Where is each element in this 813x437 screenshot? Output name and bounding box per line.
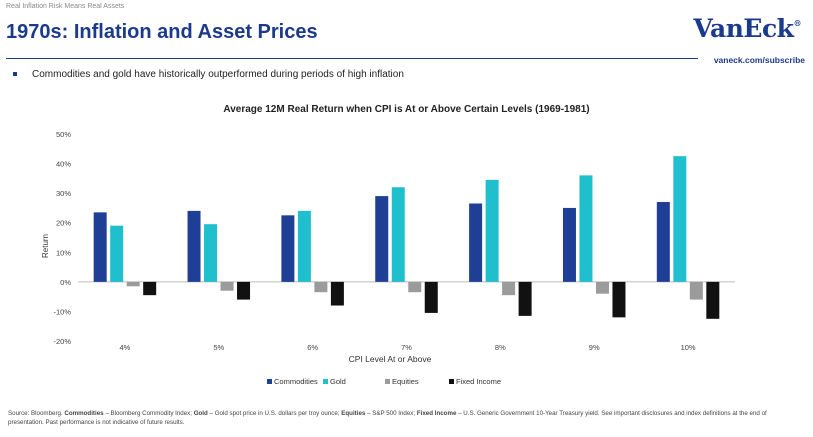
x-tick-label: 8%	[495, 343, 506, 352]
legend-swatch	[267, 379, 272, 384]
bar-gold	[297, 210, 311, 282]
bar-equities	[502, 281, 516, 296]
x-tick-label: 9%	[589, 343, 600, 352]
bullet-text: Commodities and gold have historically o…	[32, 69, 404, 80]
bar-gold	[579, 175, 593, 282]
bullet-icon	[13, 72, 17, 76]
bar-gold	[110, 225, 124, 282]
bar-fixed-income	[518, 281, 532, 316]
bar-commodities	[562, 207, 576, 282]
source-t2: – Gold spot price in U.S. dollars per tr…	[207, 410, 342, 417]
source-t3: – S&P 500 Index;	[365, 410, 417, 417]
bar-gold	[204, 224, 218, 282]
source-b4: Fixed Income	[416, 410, 457, 417]
bar-commodities	[656, 202, 670, 282]
kicker-text: Real Inflation Risk Means Real Assets	[6, 3, 125, 10]
bar-fixed-income	[237, 281, 251, 300]
x-tick-label: 4%	[120, 343, 131, 352]
y-tick-label: 20%	[56, 219, 71, 228]
chart-title: Average 12M Real Return when CPI is At o…	[223, 104, 590, 115]
legend-swatch	[449, 379, 454, 384]
x-axis-label: CPI Level At or Above	[349, 354, 432, 364]
y-tick-label: 40%	[56, 160, 71, 169]
bar-fixed-income	[612, 281, 626, 318]
y-tick-label: 10%	[56, 248, 71, 257]
bar-gold	[391, 187, 405, 282]
bar-fixed-income	[706, 281, 720, 319]
y-tick-label: 50%	[56, 130, 71, 139]
header-rule	[6, 58, 698, 59]
y-tick-label: -20%	[53, 337, 71, 346]
legend-swatch	[385, 379, 390, 384]
bar-fixed-income	[143, 281, 157, 296]
y-tick-label: 30%	[56, 189, 71, 198]
x-tick-label: 10%	[681, 343, 696, 352]
x-tick-label: 7%	[401, 343, 412, 352]
y-axis-label: Return	[41, 234, 50, 258]
legend-label: Equities	[392, 377, 419, 386]
x-tick-label: 6%	[307, 343, 318, 352]
logo-text: VanEck	[693, 14, 794, 43]
bar-equities	[220, 281, 234, 291]
bar-commodities	[93, 212, 107, 282]
legend-label: Gold	[330, 377, 346, 386]
bar-equities	[408, 281, 422, 293]
x-tick-label: 5%	[213, 343, 224, 352]
bar-equities	[314, 281, 328, 293]
bar-commodities	[281, 215, 295, 282]
brand-logo: VanEck®	[693, 14, 801, 43]
source-b3: Equities	[341, 410, 366, 417]
bar-equities	[595, 281, 609, 294]
bar-equities	[126, 281, 140, 287]
subscribe-link[interactable]: vaneck.com/subscribe	[713, 55, 805, 65]
bar-fixed-income	[424, 281, 438, 313]
bar-gold	[485, 179, 499, 282]
source-b1: Commodities	[64, 410, 104, 417]
source-note: Source: Bloomberg. Commodities – Bloombe…	[8, 410, 798, 427]
y-tick-label: 0%	[60, 278, 71, 287]
bar-fixed-income	[330, 281, 344, 306]
source-b2: Gold	[193, 410, 208, 417]
legend-swatch	[323, 379, 328, 384]
bar-gold	[673, 156, 687, 282]
bar-equities	[689, 281, 703, 300]
source-t4: – U.S. Generic Government 10-Year Treasu…	[8, 410, 767, 426]
bar-commodities	[187, 210, 201, 282]
logo-mark: ®	[793, 18, 802, 28]
source-t1: – Bloomberg Commodity Index;	[103, 410, 194, 417]
bar-commodities	[375, 196, 389, 282]
legend-label: Fixed Income	[456, 377, 501, 386]
source-lead: Source: Bloomberg.	[8, 410, 65, 417]
y-tick-label: -10%	[53, 307, 71, 316]
bar-commodities	[469, 203, 483, 282]
legend-label: Commodities	[274, 377, 318, 386]
page-title: 1970s: Inflation and Asset Prices	[6, 21, 318, 43]
